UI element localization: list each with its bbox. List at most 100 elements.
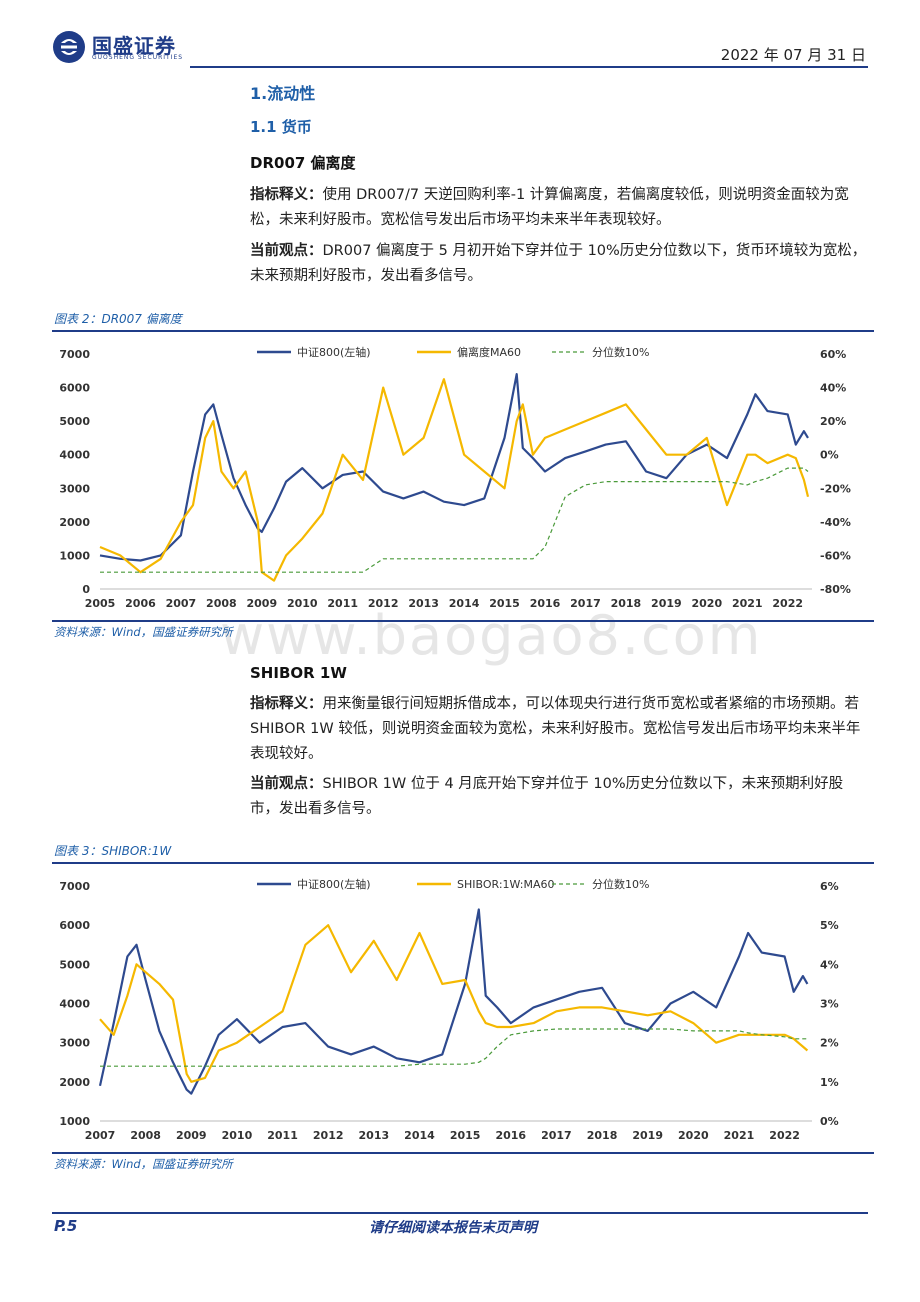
x-tick-label: 2021 [724,1129,755,1142]
series-line-2 [99,378,810,582]
x-tick-label: 2008 [130,1129,161,1142]
x-tick-label: 2009 [247,597,278,610]
x-tick-label: 2017 [541,1129,572,1142]
x-tick-label: 2022 [769,1129,800,1142]
y-left-tick-label: 6000 [59,382,90,395]
x-tick-label: 2014 [449,597,480,610]
y-right-tick-label: 1% [820,1076,839,1089]
x-tick-label: 2016 [530,597,561,610]
x-tick-label: 2015 [489,597,520,610]
shibor-1w-chart: 1000 2000 3000 4000 5000 6000 7000 0% 1% 2% 3% 4% 5%… [59,877,839,1142]
x-tick-label: 2009 [176,1129,207,1142]
y-right-tick-label: 2% [820,1037,839,1050]
figure-2-source: 资料来源：Wind，国盛证券研究所 [54,625,233,639]
figure-3-top-rule [52,862,874,864]
x-tick-label: 2021 [732,597,763,610]
y-right-tick-label: 0% [820,449,839,462]
header-divider [190,66,868,68]
series-line-3 [100,1028,808,1067]
x-tick-label: 2010 [222,1129,253,1142]
dr007-definition: 指标释义：使用 DR007/7 天逆回购利率-1 计算偏离度，若偏离度较低，则说… [250,183,870,233]
x-tick-label: 2019 [632,1129,663,1142]
y-right-tick-label: 6% [820,880,839,893]
figure-3-bottom-rule [52,1152,874,1154]
x-tick-label: 2013 [408,597,439,610]
definition-label: 指标释义： [250,187,323,203]
y-left-tick-label: 1000 [59,549,90,562]
x-tick-label: 2012 [368,597,399,610]
x-tick-label: 2005 [85,597,116,610]
y-left-tick-label: 0 [82,583,90,596]
view-label: 当前观点： [250,776,323,792]
shibor-definition: 指标释义：用来衡量银行间短期拆借成本，可以体现央行进行货币宽松或者紧缩的市场预期… [250,692,870,767]
x-tick-label: 2006 [125,597,156,610]
view-text: SHIBOR 1W 位于 4 月底开始下穿并位于 10%历史分位数以下，未来预期… [250,776,844,817]
x-tick-label: 2015 [450,1129,481,1142]
report-date: 2022 年 07 月 31 日 [720,46,866,64]
y-left-tick-label: 5000 [59,958,90,971]
footer-disclaimer: 请仔细阅读本报告末页声明 [369,1220,537,1236]
series-line-1 [98,908,809,1095]
y-right-tick-label: -20% [820,482,851,495]
y-left-tick-label: 7000 [59,880,90,893]
y-left-tick-label: 5000 [59,415,90,428]
dr007-deviation-chart: 0 1000 2000 3000 4000 5000 6000 7000 -80% -60% -40… [59,345,851,610]
y-left-tick-label: 2000 [59,1076,90,1089]
legend-label: SHIBOR:1W:MA60 [457,878,554,891]
y-left-tick-label: 3000 [59,482,90,495]
y-right-tick-label: 20% [820,415,846,428]
subsection-heading: 1.1 货币 [250,118,312,136]
view-text: DR007 偏离度于 5 月初开始下穿并位于 10%历史分位数以下，货币环境较为… [250,243,867,284]
shibor-view: 当前观点：SHIBOR 1W 位于 4 月底开始下穿并位于 10%历史分位数以下… [250,772,870,822]
y-left-tick-label: 7000 [59,348,90,361]
x-tick-label: 2017 [570,597,601,610]
x-tick-label: 2007 [166,597,197,610]
y-left-tick-label: 2000 [59,516,90,529]
x-tick-label: 2020 [692,597,723,610]
series-line-3 [100,467,809,573]
figure-3-source: 资料来源：Wind，国盛证券研究所 [54,1157,233,1171]
x-tick-label: 2019 [651,597,682,610]
y-right-tick-label: 4% [820,958,839,971]
x-tick-label: 2013 [359,1129,390,1142]
figure-3-caption: 图表 3：SHIBOR:1W [54,844,172,858]
y-right-tick-label: -80% [820,583,851,596]
company-name-cn: 国盛证券 [92,34,176,58]
company-logo-icon [53,31,85,63]
x-tick-label: 2020 [678,1129,709,1142]
watermark: www.baogao8.com [220,604,763,667]
section-heading: 1.流动性 [250,84,316,103]
x-tick-label: 2016 [495,1129,526,1142]
series-line-2 [99,924,809,1083]
figure-2-top-rule [52,330,874,332]
shibor-title: SHIBOR 1W [250,664,347,682]
x-tick-label: 2007 [85,1129,116,1142]
y-left-tick-label: 6000 [59,919,90,932]
definition-text: 使用 DR007/7 天逆回购利率-1 计算偏离度，若偏离度较低，则说明资金面较… [250,187,849,228]
x-tick-label: 2008 [206,597,237,610]
legend-label: 中证800(左轴) [297,345,371,359]
y-left-tick-label: 1000 [59,1115,90,1128]
y-left-tick-label: 3000 [59,1037,90,1050]
y-right-tick-label: -60% [820,549,851,562]
definition-text: 用来衡量银行间短期拆借成本，可以体现央行进行货币宽松或者紧缩的市场预期。若 SH… [250,696,861,762]
legend-label: 中证800(左轴) [297,877,371,891]
company-name-en: GUOSHENG SECURITIES [92,54,184,61]
x-tick-label: 2010 [287,597,318,610]
x-tick-label: 2018 [587,1129,618,1142]
x-tick-label: 2018 [611,597,642,610]
figure-2-caption: 图表 2：DR007 偏离度 [54,312,182,326]
y-right-tick-label: -40% [820,516,851,529]
y-left-tick-label: 4000 [59,998,90,1011]
y-left-tick-label: 4000 [59,449,90,462]
figure-2-bottom-rule [52,620,874,622]
x-tick-label: 2014 [404,1129,435,1142]
definition-label: 指标释义： [250,696,323,712]
x-tick-label: 2012 [313,1129,344,1142]
y-right-tick-label: 40% [820,382,846,395]
dr007-view: 当前观点：DR007 偏离度于 5 月初开始下穿并位于 10%历史分位数以下，货… [250,239,870,289]
legend-label: 分位数10% [592,877,649,891]
x-tick-label: 2022 [772,597,803,610]
footer-divider [52,1212,868,1214]
dr007-title: DR007 偏离度 [250,154,356,172]
